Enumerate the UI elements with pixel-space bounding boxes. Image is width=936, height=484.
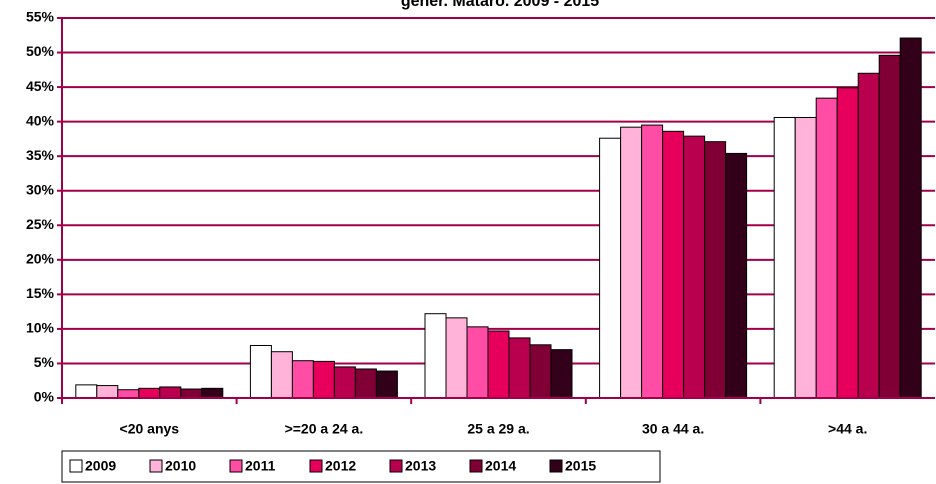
bar [424,313,447,399]
x-tick-label: 30 a 44 a. [642,421,704,437]
bar [683,135,706,399]
legend-swatch [149,459,163,473]
bar [641,124,664,399]
bar [599,137,622,399]
y-tick-label: 40% [26,112,55,128]
y-tick-label: 10% [26,320,55,336]
legend-label: 2015 [565,458,596,474]
bar [180,388,203,399]
y-tick-label: 25% [26,216,55,232]
bar [333,366,356,399]
legend-label: 2010 [165,458,196,474]
bar [445,317,468,399]
bar [291,360,314,399]
legend-label: 2009 [85,458,116,474]
legend-swatch [549,459,563,473]
legend-label: 2013 [405,458,436,474]
legend-swatch [389,459,403,473]
y-tick-label: 45% [26,78,55,94]
x-tick-label: 25 a 29 a. [467,421,529,437]
bar [550,349,573,399]
legend-swatch [309,459,323,473]
legend-swatch [229,459,243,473]
bar [662,130,685,399]
bar [773,116,796,399]
bar [466,326,489,399]
bar [836,87,859,399]
bar [249,344,272,399]
y-tick-label: 0% [34,389,55,405]
legend-swatch [469,459,483,473]
bar [138,387,161,399]
y-tick-label: 15% [26,285,55,301]
bar [620,126,643,399]
bar [794,116,817,399]
bar [725,152,748,399]
bar [857,72,880,399]
x-tick-label: >44 a. [828,421,867,437]
bar [704,141,727,399]
bar [159,386,182,399]
bar [312,360,335,399]
legend-swatch [69,459,83,473]
y-tick-label: 20% [26,251,55,267]
y-tick-label: 50% [26,43,55,59]
y-tick-label: 30% [26,181,55,197]
x-tick-label: >=20 a 24 a. [285,421,364,437]
bar [201,387,224,399]
bar [354,368,377,399]
bar [508,337,531,399]
bar [529,344,552,399]
bar [270,351,293,399]
y-tick-label: 35% [26,147,55,163]
bar [117,389,140,399]
y-tick-label: 55% [26,9,55,25]
y-tick-label: 5% [34,354,55,370]
bar [75,384,98,399]
legend-label: 2012 [325,458,356,474]
bar [487,330,510,399]
bar [878,54,901,399]
bar [96,385,119,399]
bar [375,370,398,399]
chart-title: gener. Mataró. 2009 - 2015 [401,0,599,10]
bar [899,37,922,399]
legend-label: 2014 [485,458,516,474]
legend-label: 2011 [245,458,276,474]
bar [815,97,838,399]
x-tick-label: <20 anys [120,421,180,437]
